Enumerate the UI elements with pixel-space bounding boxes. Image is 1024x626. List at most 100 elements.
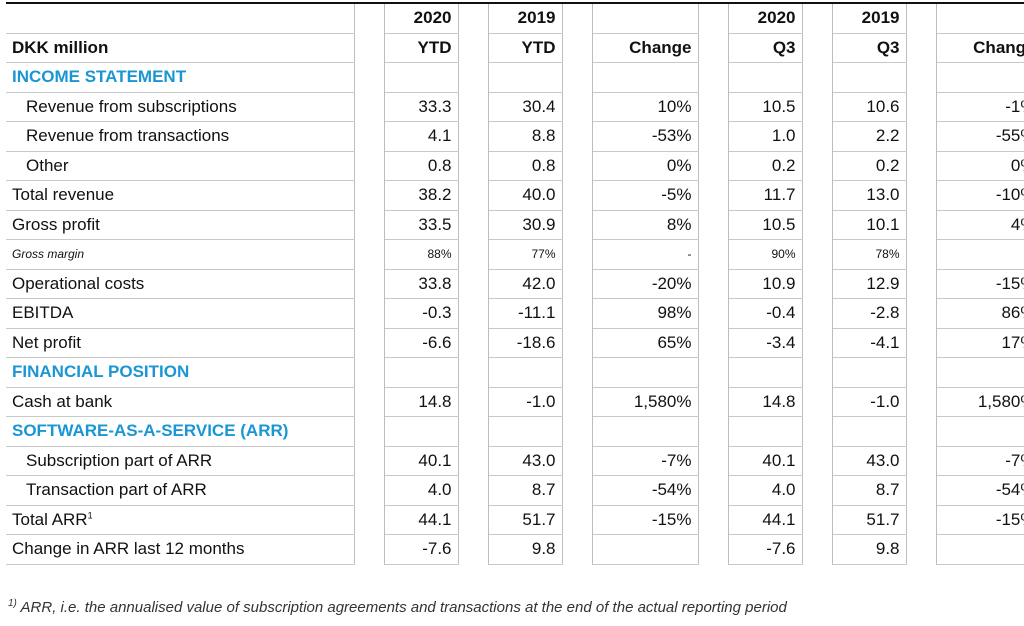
empty-cell — [831, 62, 906, 93]
footnote-text: ARR, i.e. the annualised value of subscr… — [20, 599, 787, 616]
value-cell: -53% — [592, 121, 699, 152]
column-gap — [905, 121, 937, 151]
value-cell: 10.6 — [831, 92, 906, 122]
section-title: FINANCIAL POSITION — [6, 357, 355, 388]
value-cell: 12.9 — [831, 269, 906, 299]
column-gap — [353, 269, 385, 299]
value-cell: 4.0 — [727, 475, 802, 506]
row-label: Operational costs — [6, 269, 355, 299]
column-gap — [457, 239, 489, 269]
column-gap — [353, 92, 385, 122]
column-gap — [905, 328, 937, 358]
financial-table: 2020 2019 2020 2019 DKK million YTD YTD Change Q… — [6, 2, 1024, 565]
header-cell: Change — [592, 33, 699, 63]
column-gap — [353, 357, 385, 387]
column-gap — [457, 357, 489, 387]
value-cell: 44.1 — [383, 505, 458, 535]
column-gap — [561, 151, 593, 181]
column-gap — [801, 416, 833, 446]
row-label-text: EBITDA — [12, 303, 74, 323]
value-cell: 43.0 — [831, 446, 906, 476]
value-cell: 30.9 — [487, 210, 562, 240]
value-cell: 78% — [831, 239, 906, 270]
value-cell: -0.4 — [727, 298, 802, 329]
value-cell: 8.7 — [831, 475, 906, 506]
column-gap — [801, 92, 833, 122]
table-row: Operational costs 33.8 42.0 -20% 10.9 12.9 -15… — [6, 269, 1024, 299]
header-cell: YTD — [487, 33, 562, 63]
value-cell: -20% — [592, 269, 699, 299]
header-row: DKK million YTD YTD Change Q3 Q3 Change — [6, 33, 1024, 63]
table-row: EBITDA -0.3 -11.1 98% -0.4 -2.8 86% — [6, 298, 1024, 329]
row-label: Subscription part of ARR — [6, 446, 355, 476]
value-cell: 65% — [592, 328, 699, 358]
empty-cell — [936, 62, 1024, 93]
value-cell: 40.0 — [487, 180, 562, 211]
header-cell — [936, 2, 1024, 34]
empty-cell — [727, 62, 802, 93]
column-gap — [801, 505, 833, 535]
value-cell: -54% — [936, 475, 1024, 506]
table-row: Revenue from transactions 4.1 8.8 -53% 1.0 2.… — [6, 121, 1024, 152]
column-gap — [905, 239, 937, 269]
column-gap — [697, 298, 729, 328]
value-cell: 40.1 — [383, 446, 458, 476]
empty-cell — [383, 62, 458, 93]
column-gap — [697, 416, 729, 446]
column-gap — [801, 121, 833, 151]
header-cell: Q3 — [831, 33, 906, 63]
value-cell: -2.8 — [831, 298, 906, 329]
value-cell: 13.0 — [831, 180, 906, 211]
column-gap — [905, 534, 937, 564]
column-gap — [905, 357, 937, 387]
column-gap — [697, 210, 729, 240]
value-cell: -7.6 — [383, 534, 458, 565]
column-gap — [801, 2, 833, 33]
value-cell: 9.8 — [487, 534, 562, 565]
column-gap — [353, 534, 385, 564]
value-cell: 30.4 — [487, 92, 562, 122]
row-label: Gross profit — [6, 210, 355, 240]
value-cell: 8.7 — [487, 475, 562, 506]
column-gap — [905, 180, 937, 210]
column-gap — [561, 269, 593, 299]
row-label-text: Total revenue — [12, 185, 115, 205]
row-label-text: Subscription part of ARR — [26, 450, 213, 470]
column-gap — [353, 475, 385, 505]
value-cell: -15% — [592, 505, 699, 535]
row-label: Change in ARR last 12 months — [6, 534, 355, 565]
column-gap — [561, 33, 593, 63]
column-gap — [801, 475, 833, 505]
column-gap — [353, 387, 385, 417]
value-cell: 1.0 — [727, 121, 802, 152]
table-row: Transaction part of ARR 4.0 8.7 -54% 4.0 8.7-… — [6, 475, 1024, 506]
column-gap — [353, 505, 385, 535]
value-cell: 38.2 — [383, 180, 458, 211]
row-label: Total ARR1 — [6, 505, 355, 535]
column-gap — [697, 33, 729, 63]
column-gap — [353, 62, 385, 92]
value-cell: 9.8 — [831, 534, 906, 565]
value-cell: -15% — [936, 269, 1024, 299]
header-row: 2020 2019 2020 2019 — [6, 2, 1024, 34]
row-label-text: Operational costs — [12, 273, 145, 293]
column-gap — [905, 475, 937, 505]
row-label-text: Net profit — [12, 332, 81, 352]
row-label: Revenue from subscriptions — [6, 92, 355, 122]
empty-cell — [383, 416, 458, 447]
header-cell: Change — [936, 33, 1024, 63]
column-gap — [561, 2, 593, 33]
value-cell: -7% — [592, 446, 699, 476]
table-row: Change in ARR last 12 months -7.6 9.8 -7.6 9… — [6, 534, 1024, 565]
empty-cell — [487, 62, 562, 93]
column-gap — [457, 33, 489, 63]
column-gap — [801, 357, 833, 387]
empty-cell — [831, 416, 906, 447]
column-gap — [353, 151, 385, 181]
value-cell: -0.3 — [383, 298, 458, 329]
column-gap — [801, 180, 833, 210]
column-gap — [457, 269, 489, 299]
table-body: 2020 2019 2020 2019 DKK million YTD YTD Change Q… — [6, 2, 1024, 565]
row-label-text: Gross profit — [12, 214, 100, 234]
column-gap — [905, 446, 937, 476]
